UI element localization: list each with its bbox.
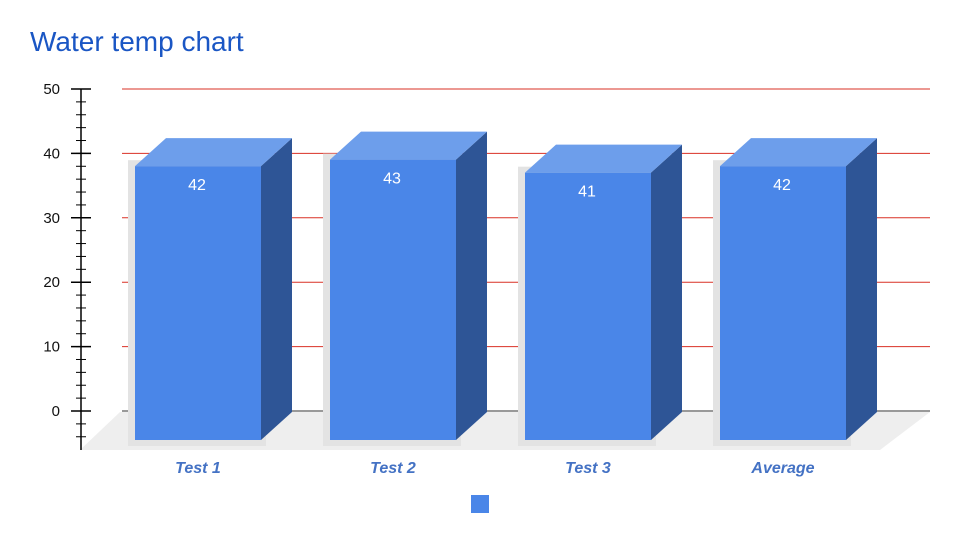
bar-front — [135, 166, 261, 440]
x-tick-label: Average — [750, 460, 814, 477]
bar-front — [525, 172, 651, 440]
bar-top — [330, 131, 487, 160]
bar-top — [720, 138, 877, 167]
x-tick-label: Test 1 — [175, 460, 221, 477]
data-label: 43 — [383, 171, 401, 188]
bar-top — [135, 138, 292, 167]
y-tick-label: 40 — [43, 145, 60, 162]
legend-swatch — [471, 495, 489, 513]
bar-side — [456, 131, 487, 440]
bar-top — [525, 144, 682, 173]
y-tick-label: 0 — [52, 403, 60, 420]
data-label: 42 — [773, 177, 791, 194]
x-axis-labels: Test 1 Test 2 Test 3 Average — [175, 460, 815, 477]
bar-side — [846, 138, 877, 440]
bar: 43 — [323, 131, 487, 446]
data-label: 42 — [188, 177, 206, 194]
y-axis: 0 10 20 30 40 50 — [43, 81, 91, 450]
bars: 42 43 41 42 — [128, 131, 877, 446]
bar-side — [651, 144, 682, 440]
bar-front — [330, 159, 456, 440]
x-tick-label: Test 2 — [370, 460, 416, 477]
y-tick-label: 20 — [43, 274, 60, 291]
legend — [471, 495, 489, 513]
chart-title: Water temp chart — [30, 26, 244, 57]
bar-side — [261, 138, 292, 440]
bar: 42 — [128, 138, 292, 446]
y-tick-label: 10 — [43, 339, 60, 356]
y-tick-label: 50 — [43, 81, 60, 98]
bar-front — [720, 166, 846, 440]
x-tick-label: Test 3 — [565, 460, 611, 477]
bar: 41 — [518, 144, 682, 446]
y-tick-label: 30 — [43, 210, 60, 227]
bar: 42 — [713, 138, 877, 446]
data-label: 41 — [578, 184, 596, 201]
